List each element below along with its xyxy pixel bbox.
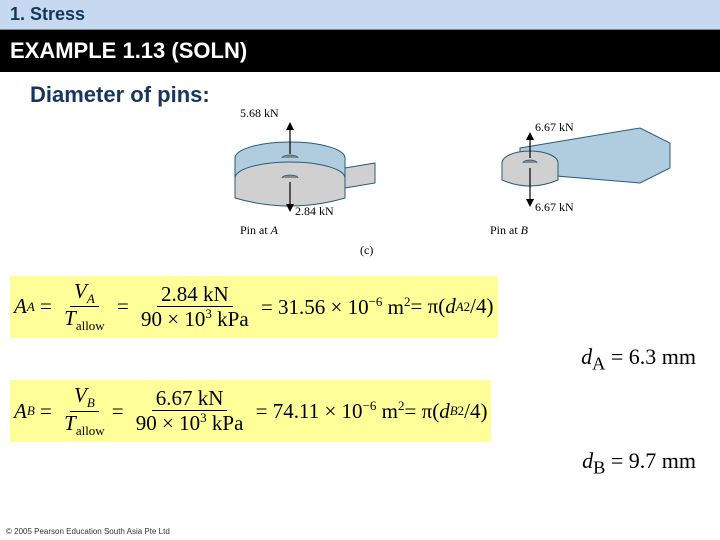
pin-a-top-force: 5.68 kN (240, 106, 279, 121)
figure-area: 5.68 kN 2.84 kN Pin at A 6.67 kN 6.67 kN… (30, 108, 690, 268)
subtitle: Diameter of pins: (30, 82, 720, 108)
pin-b-label: Pin at B (490, 223, 528, 238)
pin-a-label: Pin at A (240, 223, 278, 238)
pin-b-figure: 6.67 kN 6.67 kN Pin at B (460, 108, 680, 253)
pin-b-bot-force: 6.67 kN (535, 200, 574, 215)
equation-b: AB = VBΤallow = 6.67 kN90 × 103 kPa = 74… (0, 380, 720, 442)
copyright: © 2005 Pearson Education South Asia Pte … (6, 527, 170, 536)
result-b: dB = 9.7 mm (0, 448, 696, 478)
equation-a: AA = VAΤallow = 2.84 kN90 × 103 kPa = 31… (0, 276, 720, 338)
pin-a-figure: 5.68 kN 2.84 kN Pin at A (180, 108, 380, 253)
pin-a-bot-force: 2.84 kN (295, 204, 334, 219)
result-a: dA = 6.3 mm (0, 344, 696, 374)
figure-sublabel: (c) (360, 243, 373, 258)
pin-b-top-force: 6.67 kN (535, 120, 574, 135)
example-title: EXAMPLE 1.13 (SOLN) (0, 30, 720, 72)
pin-a-svg (180, 108, 380, 248)
chapter-title: 1. Stress (0, 0, 720, 30)
